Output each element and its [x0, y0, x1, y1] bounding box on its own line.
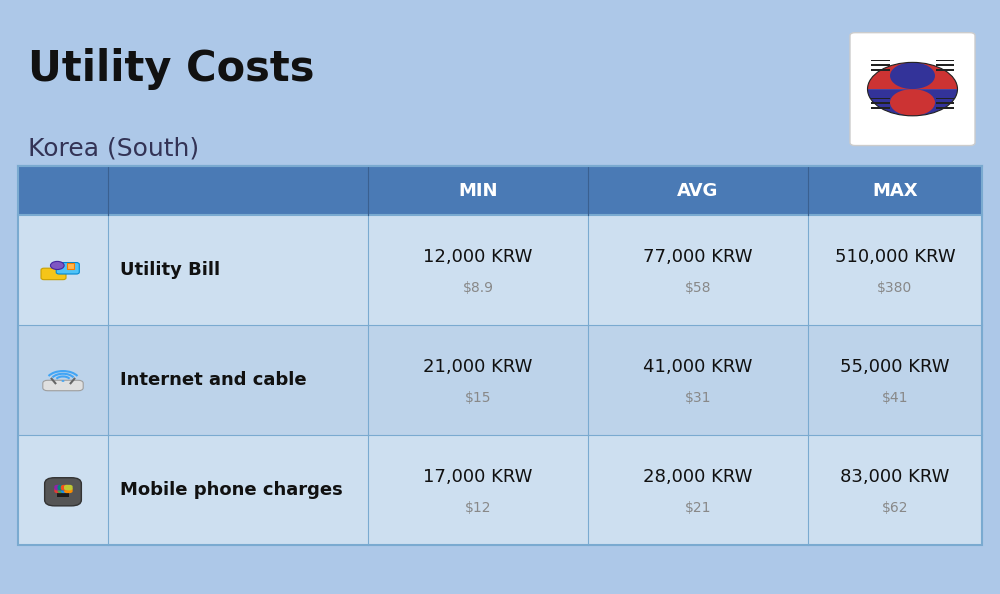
Text: Internet and cable: Internet and cable	[120, 371, 307, 389]
FancyBboxPatch shape	[808, 166, 982, 215]
Text: $41: $41	[882, 391, 908, 405]
Circle shape	[61, 380, 65, 382]
FancyBboxPatch shape	[54, 488, 63, 493]
Text: MIN: MIN	[458, 182, 498, 200]
FancyBboxPatch shape	[61, 485, 69, 491]
Text: 55,000 KRW: 55,000 KRW	[840, 358, 950, 376]
FancyBboxPatch shape	[368, 166, 588, 215]
FancyBboxPatch shape	[64, 485, 73, 491]
FancyBboxPatch shape	[871, 60, 890, 61]
Text: MAX: MAX	[872, 182, 918, 200]
FancyBboxPatch shape	[936, 64, 954, 67]
FancyBboxPatch shape	[64, 488, 73, 493]
FancyBboxPatch shape	[18, 215, 982, 325]
FancyBboxPatch shape	[871, 107, 890, 109]
Text: $15: $15	[465, 391, 491, 405]
Text: 17,000 KRW: 17,000 KRW	[423, 467, 533, 486]
Text: Korea (South): Korea (South)	[28, 137, 199, 160]
Text: $12: $12	[465, 501, 491, 514]
FancyBboxPatch shape	[61, 488, 69, 493]
FancyBboxPatch shape	[58, 485, 66, 491]
Text: $8.9: $8.9	[462, 281, 494, 295]
FancyBboxPatch shape	[936, 102, 954, 105]
FancyBboxPatch shape	[850, 33, 975, 146]
Text: 510,000 KRW: 510,000 KRW	[835, 248, 955, 266]
Text: $380: $380	[877, 281, 913, 295]
FancyBboxPatch shape	[58, 488, 66, 493]
FancyBboxPatch shape	[18, 435, 982, 545]
Text: Utility Costs: Utility Costs	[28, 48, 314, 90]
Text: 83,000 KRW: 83,000 KRW	[840, 467, 950, 486]
FancyBboxPatch shape	[871, 102, 890, 105]
Text: AVG: AVG	[677, 182, 719, 200]
Text: $58: $58	[685, 281, 711, 295]
Text: 21,000 KRW: 21,000 KRW	[423, 358, 533, 376]
Circle shape	[890, 89, 935, 116]
FancyBboxPatch shape	[56, 263, 79, 274]
FancyBboxPatch shape	[936, 69, 954, 71]
FancyBboxPatch shape	[18, 166, 108, 215]
Text: Utility Bill: Utility Bill	[120, 261, 220, 279]
Wedge shape	[867, 89, 958, 116]
FancyBboxPatch shape	[871, 69, 890, 71]
FancyBboxPatch shape	[871, 97, 890, 100]
Text: $31: $31	[685, 391, 711, 405]
FancyBboxPatch shape	[588, 166, 808, 215]
FancyBboxPatch shape	[108, 166, 368, 215]
FancyBboxPatch shape	[936, 60, 954, 61]
Circle shape	[890, 62, 935, 89]
Text: $62: $62	[882, 501, 908, 514]
FancyBboxPatch shape	[871, 64, 890, 67]
Text: $21: $21	[685, 501, 711, 514]
Text: 77,000 KRW: 77,000 KRW	[643, 248, 753, 266]
Circle shape	[50, 261, 64, 270]
Text: 28,000 KRW: 28,000 KRW	[643, 467, 753, 486]
FancyBboxPatch shape	[41, 268, 66, 280]
FancyBboxPatch shape	[57, 486, 69, 497]
Text: 41,000 KRW: 41,000 KRW	[643, 358, 753, 376]
FancyBboxPatch shape	[43, 380, 83, 391]
FancyBboxPatch shape	[18, 325, 982, 435]
FancyBboxPatch shape	[45, 478, 81, 506]
FancyBboxPatch shape	[936, 107, 954, 109]
Wedge shape	[867, 62, 958, 89]
Text: 12,000 KRW: 12,000 KRW	[423, 248, 533, 266]
FancyBboxPatch shape	[936, 97, 954, 100]
FancyBboxPatch shape	[67, 263, 74, 269]
Text: Mobile phone charges: Mobile phone charges	[120, 481, 343, 499]
FancyBboxPatch shape	[54, 485, 63, 491]
